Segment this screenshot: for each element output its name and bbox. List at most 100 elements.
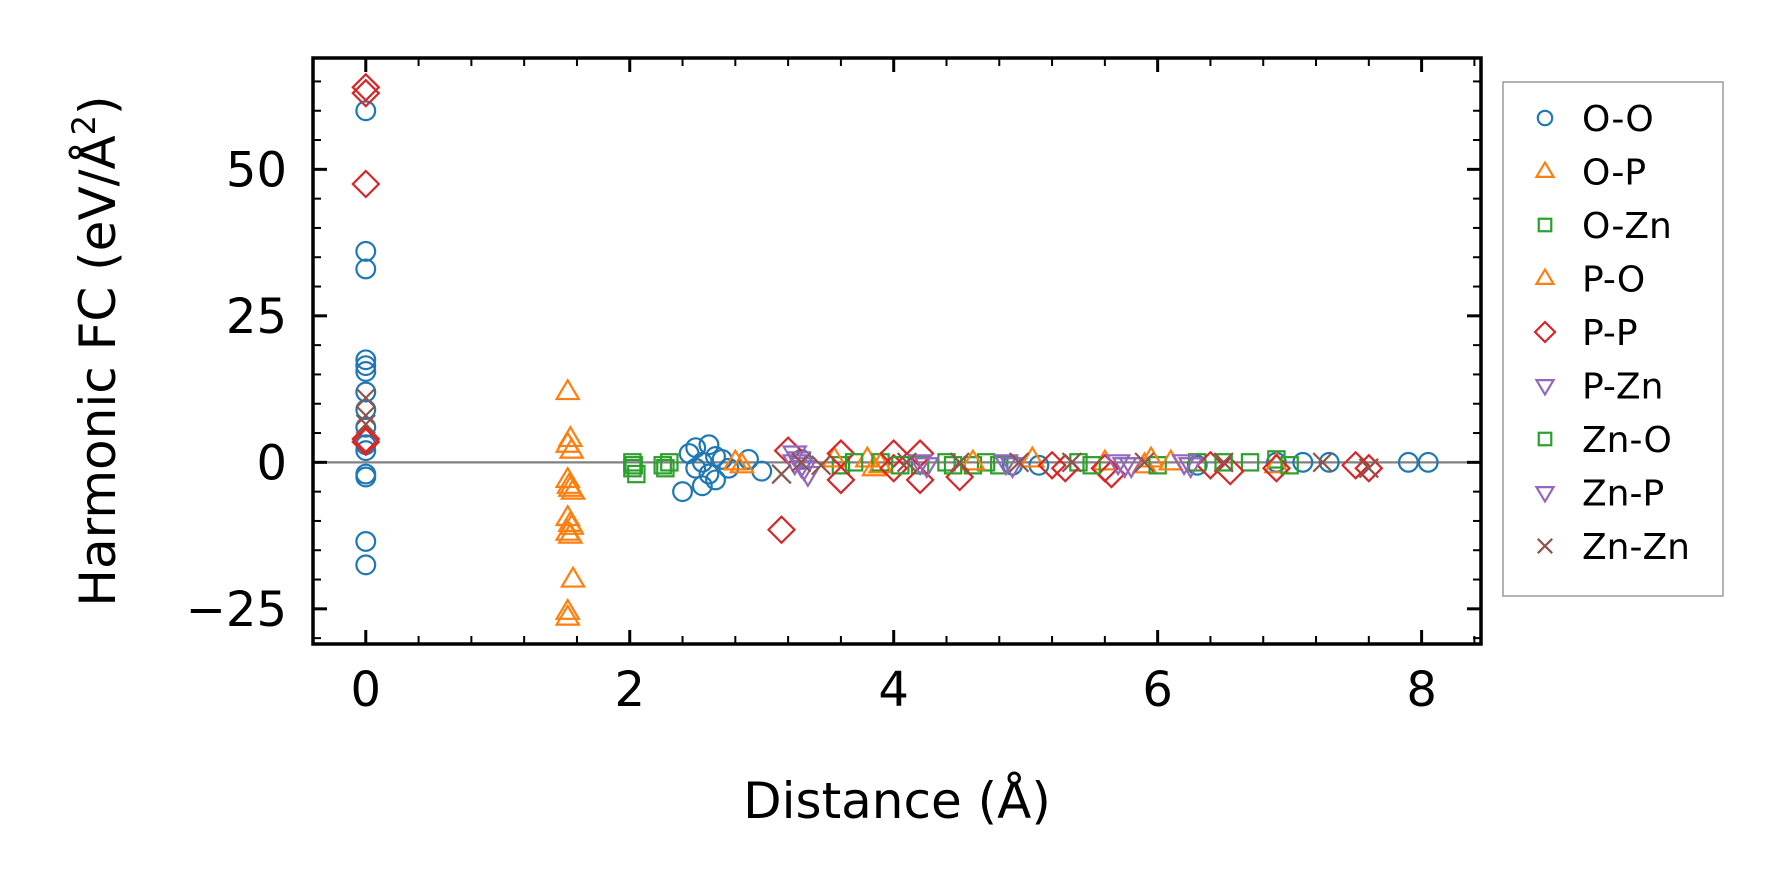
- y-tick-label: 25: [226, 289, 287, 345]
- data-point: [992, 454, 1019, 477]
- data-point: [351, 72, 381, 102]
- data-point: [1134, 452, 1155, 473]
- legend-entry: P-P: [1533, 313, 1638, 354]
- legend-entry: P-O: [1534, 260, 1645, 301]
- legend-label: O-O: [1582, 99, 1654, 140]
- data-point: [558, 512, 585, 535]
- data-point: [698, 463, 720, 485]
- data-point: [718, 457, 740, 479]
- data-point: [1008, 452, 1030, 473]
- data-point: [810, 455, 832, 476]
- data-point: [791, 452, 812, 473]
- data-point: [355, 414, 376, 435]
- data-point: [844, 453, 864, 472]
- legend-marker: [1534, 160, 1556, 178]
- data-point: [624, 456, 643, 475]
- data-point: [766, 515, 797, 545]
- series-Zn-Zn: [355, 387, 1379, 485]
- data-point: [355, 405, 376, 426]
- data-point: [623, 458, 642, 478]
- data-point: [1214, 453, 1233, 472]
- data-point: [907, 454, 934, 477]
- legend-label: P-O: [1582, 260, 1645, 301]
- data-point: [728, 451, 755, 474]
- data-point: [937, 453, 956, 472]
- data-point: [860, 454, 887, 477]
- legend-entries: O-O O-P O-Zn P-O P-P P-Zn Zn-O Zn-P Zn-Zn: [1533, 99, 1690, 568]
- data-point: [1358, 458, 1379, 479]
- data-point: [1171, 454, 1198, 477]
- x-tick-label: 8: [1406, 662, 1437, 718]
- data-point: [355, 355, 377, 377]
- data-point: [826, 465, 856, 495]
- legend-marker: [1534, 267, 1556, 285]
- data-point: [1292, 451, 1314, 473]
- data-point: [1138, 445, 1165, 468]
- data-point: [1213, 452, 1234, 473]
- legend-entry: Zn-P: [1534, 474, 1664, 515]
- data-point: [351, 424, 381, 454]
- y-tick-label: 0: [256, 435, 287, 491]
- data-point: [351, 169, 381, 199]
- points-layer: [351, 72, 1439, 626]
- data-point: [999, 457, 1026, 480]
- data-point: [355, 361, 377, 382]
- data-point: [722, 448, 749, 471]
- legend-marker: [1534, 379, 1556, 397]
- data-point: [355, 416, 377, 438]
- data-point: [1318, 451, 1340, 473]
- data-point: [949, 452, 970, 473]
- data-point: [1417, 451, 1439, 473]
- data-point: [691, 475, 713, 497]
- data-point: [959, 448, 986, 471]
- data-point: [355, 399, 377, 421]
- data-point: [351, 427, 381, 457]
- data-point: [1019, 445, 1046, 468]
- data-point: [355, 349, 377, 371]
- data-point: [355, 381, 377, 403]
- legend: O-O O-P O-Zn P-O P-P P-Zn Zn-O Zn-P Zn-Zn: [1502, 81, 1724, 597]
- legend-label: O-Zn: [1582, 206, 1672, 247]
- data-point: [559, 565, 587, 588]
- data-point: [558, 436, 585, 459]
- legend-entry: O-P: [1534, 153, 1646, 194]
- data-point: [1028, 454, 1050, 476]
- legend-marker: [1533, 320, 1557, 344]
- legend-label: Zn-P: [1582, 474, 1664, 515]
- data-point: [1280, 456, 1299, 475]
- data-point: [656, 458, 675, 478]
- data-point: [896, 452, 918, 473]
- legend-marker: [1537, 538, 1553, 554]
- data-point: [355, 440, 377, 462]
- data-point: [879, 453, 909, 483]
- y-axis-title: Harmonic FC (eV/Å2): [65, 95, 127, 606]
- data-point: [672, 481, 693, 503]
- data-point: [691, 451, 713, 473]
- data-point: [1061, 452, 1083, 473]
- data-point: [990, 456, 1009, 475]
- plot-frame: [311, 56, 1483, 646]
- x-tick-label: 6: [1142, 662, 1173, 718]
- data-point: [554, 378, 581, 401]
- legend-marker: [1537, 217, 1553, 233]
- data-point: [771, 463, 792, 485]
- data-point: [355, 554, 377, 576]
- data-point: [660, 453, 679, 472]
- data-point: [355, 530, 377, 552]
- data-point: [555, 471, 583, 494]
- y-tick-label: 50: [226, 142, 287, 198]
- series-Zn-O: [624, 453, 1299, 478]
- data-point: [1188, 453, 1207, 472]
- data-point: [1082, 456, 1101, 475]
- data-point: [653, 456, 672, 475]
- data-point: [1261, 453, 1291, 483]
- data-point: [1177, 457, 1204, 480]
- legend-entry: P-Zn: [1534, 367, 1663, 408]
- y-tick-labels: −25 0 25 50: [186, 142, 287, 638]
- legend-entry: O-Zn: [1537, 206, 1672, 247]
- data-point: [879, 438, 909, 469]
- legend-entry: Zn-Zn: [1537, 527, 1690, 568]
- data-point: [685, 457, 707, 479]
